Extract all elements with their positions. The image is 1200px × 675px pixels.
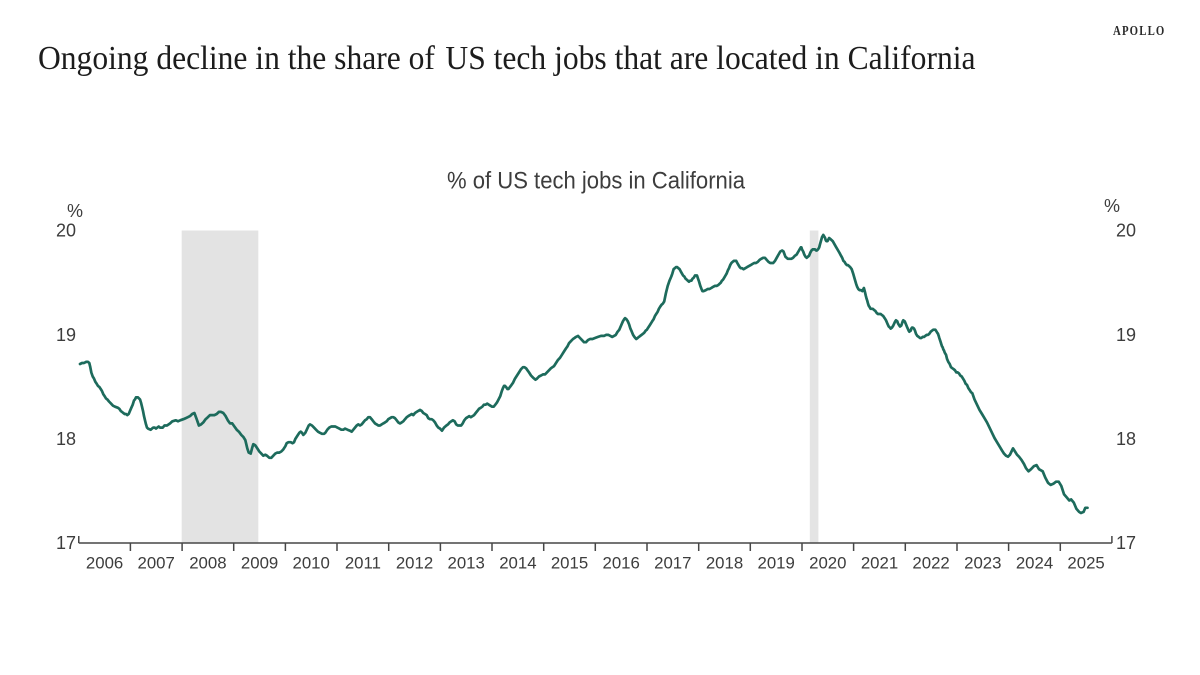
svg-text:2023: 2023: [964, 554, 1001, 573]
svg-text:19: 19: [1116, 325, 1136, 345]
svg-text:2008: 2008: [189, 554, 226, 573]
svg-text:2017: 2017: [654, 554, 691, 573]
svg-text:2009: 2009: [241, 554, 278, 573]
svg-text:%: %: [67, 201, 83, 221]
svg-text:2016: 2016: [603, 554, 640, 573]
svg-text:2020: 2020: [809, 554, 846, 573]
svg-text:2024: 2024: [1016, 554, 1053, 573]
svg-text:2015: 2015: [551, 554, 588, 573]
svg-text:2012: 2012: [396, 554, 433, 573]
svg-text:17: 17: [1116, 533, 1136, 553]
svg-text:2019: 2019: [758, 554, 795, 573]
svg-text:20: 20: [1116, 221, 1136, 241]
svg-text:2013: 2013: [448, 554, 485, 573]
svg-text:2014: 2014: [499, 554, 536, 573]
svg-text:2022: 2022: [912, 554, 949, 573]
svg-text:2025: 2025: [1067, 554, 1104, 573]
svg-text:2010: 2010: [293, 554, 330, 573]
svg-text:%: %: [1104, 196, 1120, 216]
svg-text:2006: 2006: [86, 554, 123, 573]
svg-text:18: 18: [1116, 429, 1136, 449]
svg-text:20: 20: [56, 221, 76, 241]
svg-text:% of US tech jobs in Californi: % of US tech jobs in California: [447, 168, 746, 195]
svg-text:17: 17: [56, 533, 76, 553]
svg-text:2007: 2007: [138, 554, 175, 573]
svg-text:2018: 2018: [706, 554, 743, 573]
svg-text:18: 18: [56, 429, 76, 449]
svg-text:19: 19: [56, 325, 76, 345]
svg-text:2021: 2021: [861, 554, 898, 573]
svg-text:2011: 2011: [345, 554, 381, 573]
